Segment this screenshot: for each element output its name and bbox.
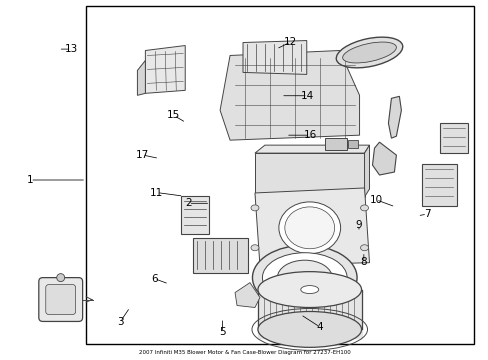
Text: 9: 9 [355,220,362,230]
Polygon shape [387,96,401,138]
Bar [324,138,346,150]
Text: 16: 16 [303,130,316,140]
Ellipse shape [278,202,340,254]
Text: 10: 10 [369,195,382,205]
Ellipse shape [250,205,259,211]
Ellipse shape [252,245,356,310]
Ellipse shape [360,245,368,251]
Bar [347,140,357,148]
Text: 13: 13 [65,44,78,54]
Text: 6: 6 [151,274,157,284]
Ellipse shape [336,37,402,68]
Text: 17: 17 [135,150,148,160]
Polygon shape [243,72,285,107]
Polygon shape [364,145,369,197]
Text: 8: 8 [360,257,366,267]
Polygon shape [145,45,185,93]
Polygon shape [220,50,359,140]
Ellipse shape [258,272,361,307]
Polygon shape [372,142,396,175]
Ellipse shape [262,253,346,302]
Text: 11: 11 [150,188,163,198]
Text: 2: 2 [185,198,191,208]
Bar [181,196,209,234]
Ellipse shape [250,245,259,251]
Ellipse shape [360,205,368,211]
Text: 4: 4 [316,322,323,332]
FancyBboxPatch shape [39,278,82,321]
Text: 15: 15 [167,111,180,121]
Polygon shape [235,283,260,307]
Text: 14: 14 [301,91,314,101]
Polygon shape [254,145,369,153]
FancyBboxPatch shape [46,285,76,315]
Text: 1: 1 [27,175,33,185]
Text: 2007 Infiniti M35 Blower Motor & Fan Case-Blower Diagram for 27237-EH100: 2007 Infiniti M35 Blower Motor & Fan Cas… [138,350,350,355]
Text: 12: 12 [284,37,297,47]
Ellipse shape [258,311,361,347]
Polygon shape [254,153,364,197]
Ellipse shape [277,260,331,295]
Bar [193,238,247,273]
Circle shape [57,274,64,282]
Bar [85,6,473,345]
Ellipse shape [300,285,318,293]
Ellipse shape [285,207,334,249]
Ellipse shape [342,42,396,63]
Text: 3: 3 [117,317,123,327]
Polygon shape [243,41,306,75]
Text: 5: 5 [219,327,225,337]
Polygon shape [137,60,145,95]
Polygon shape [254,188,369,266]
Text: 7: 7 [423,209,429,219]
Bar [439,123,467,153]
Bar [422,164,456,206]
